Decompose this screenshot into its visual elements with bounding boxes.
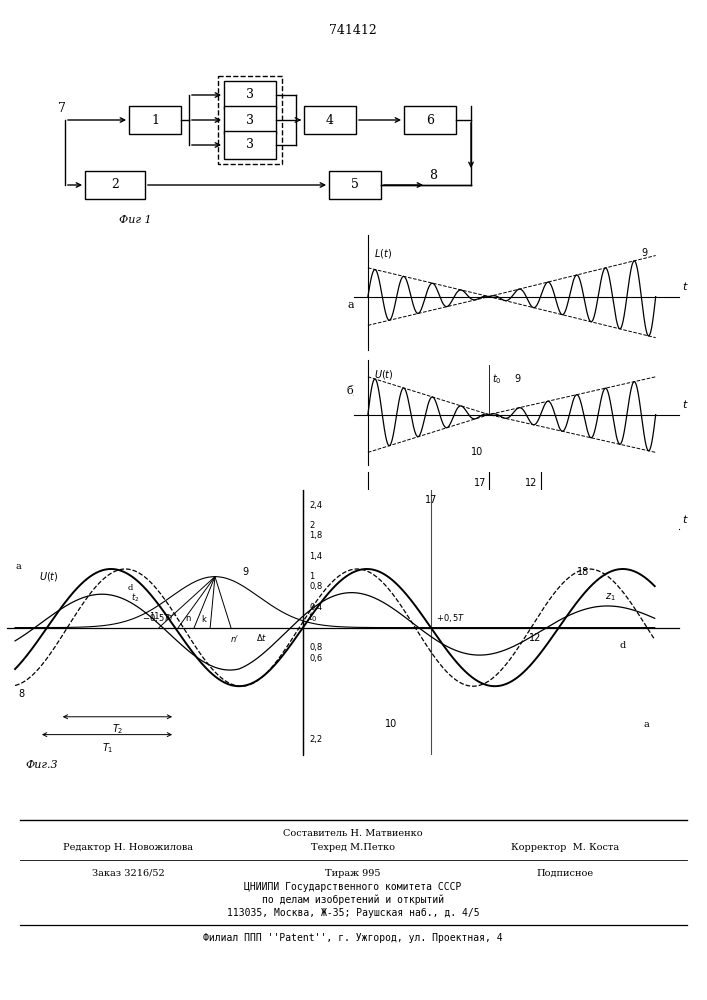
Text: б): б) (347, 385, 358, 395)
Text: 1: 1 (151, 113, 159, 126)
Text: 18: 18 (577, 567, 589, 577)
Text: 12: 12 (529, 633, 541, 643)
Text: Редактор Н. Новожилова: Редактор Н. Новожилова (63, 844, 193, 852)
Text: 10: 10 (385, 719, 397, 729)
Text: 1,8: 1,8 (309, 531, 322, 540)
Text: 3: 3 (246, 138, 254, 151)
Text: $n'$: $n'$ (230, 633, 239, 644)
Text: по делам изобретений и открытий: по делам изобретений и открытий (262, 895, 444, 905)
Text: 2: 2 (111, 178, 119, 192)
Bar (85, 171, 145, 199)
Text: 6: 6 (426, 113, 434, 126)
Text: Корректор  М. Коста: Корректор М. Коста (511, 844, 619, 852)
Text: 3: 3 (246, 89, 254, 102)
Text: Заказ 3216/52: Заказ 3216/52 (92, 868, 164, 878)
Text: а): а) (347, 300, 358, 310)
Text: d: d (619, 641, 626, 650)
Text: 8: 8 (429, 169, 437, 182)
Text: 1: 1 (309, 572, 315, 581)
Text: 5: 5 (351, 178, 359, 192)
Text: Фиг 2: Фиг 2 (575, 455, 607, 465)
Text: $t$: $t$ (682, 513, 689, 525)
Text: 0,6: 0,6 (309, 654, 322, 663)
Text: $+0,5T$: $+0,5T$ (436, 612, 465, 624)
Text: 9: 9 (242, 567, 248, 577)
Text: 2,2: 2,2 (309, 735, 322, 744)
Text: $z_1$: $z_1$ (604, 591, 615, 603)
Text: ЦНИИПИ Государственного комитета СССР: ЦНИИПИ Государственного комитета СССР (245, 882, 462, 892)
Text: 2,4: 2,4 (309, 501, 322, 510)
Text: 0,8: 0,8 (309, 582, 322, 591)
Bar (329, 171, 381, 199)
Text: $L(t)$: $L(t)$ (373, 247, 392, 260)
Text: 3: 3 (246, 113, 254, 126)
Text: $t_2$: $t_2$ (131, 592, 139, 604)
Text: 113035, Москва, Ж-35; Раушская наб., д. 4/5: 113035, Москва, Ж-35; Раушская наб., д. … (227, 908, 479, 918)
Text: Техред М.Петко: Техред М.Петко (311, 844, 395, 852)
Bar (304, 106, 356, 134)
Text: $t$: $t$ (682, 398, 689, 410)
Bar (404, 106, 456, 134)
Text: $t_0$: $t_0$ (308, 610, 317, 624)
Text: 9: 9 (641, 248, 648, 258)
Text: a: a (15, 562, 21, 571)
Text: 17: 17 (425, 495, 437, 505)
Text: 0,4: 0,4 (309, 603, 322, 612)
Bar (224, 106, 276, 134)
Text: $t_0$: $t_0$ (491, 372, 501, 386)
Text: a: a (644, 720, 650, 729)
Text: $n''$: $n''$ (166, 611, 177, 622)
Text: Составитель Н. Матвиенко: Составитель Н. Матвиенко (284, 830, 423, 838)
Text: б): б) (373, 530, 385, 541)
Text: $U(t)$: $U(t)$ (373, 368, 393, 381)
Text: 2: 2 (309, 521, 315, 530)
Bar (129, 106, 181, 134)
Text: 17: 17 (474, 478, 486, 488)
Text: 9: 9 (515, 374, 521, 384)
Bar (224, 81, 276, 109)
Text: $T_1$: $T_1$ (102, 741, 114, 755)
Text: 12: 12 (525, 478, 538, 488)
Text: 1,4: 1,4 (309, 552, 322, 561)
Text: d: d (127, 584, 133, 592)
Text: 10: 10 (471, 447, 484, 457)
Bar (218, 76, 282, 164)
Text: Фиг.3: Фиг.3 (25, 760, 58, 770)
Text: Тираж 995: Тираж 995 (325, 868, 381, 878)
Text: 8: 8 (18, 689, 24, 699)
Text: 0,8: 0,8 (309, 643, 322, 652)
Text: Подписное: Подписное (537, 868, 594, 878)
Text: Филиал ППП ''Patent'', г. Ужгород, ул. Проектная, 4: Филиал ППП ''Patent'', г. Ужгород, ул. П… (203, 933, 503, 943)
Text: $\Delta t$: $\Delta t$ (256, 632, 267, 643)
Text: $-0,5T$: $-0,5T$ (142, 612, 172, 624)
Text: $t$: $t$ (682, 280, 689, 292)
Text: k: k (201, 615, 206, 624)
Text: 741412: 741412 (329, 23, 377, 36)
Text: 4: 4 (326, 113, 334, 126)
Text: 7: 7 (58, 102, 66, 115)
Text: 11: 11 (149, 612, 160, 621)
Text: Фиг 1: Фиг 1 (119, 215, 151, 225)
Text: n: n (185, 614, 190, 623)
Text: $T_2$: $T_2$ (112, 722, 123, 736)
Text: $U(t)$: $U(t)$ (39, 570, 59, 583)
Bar (224, 131, 276, 159)
